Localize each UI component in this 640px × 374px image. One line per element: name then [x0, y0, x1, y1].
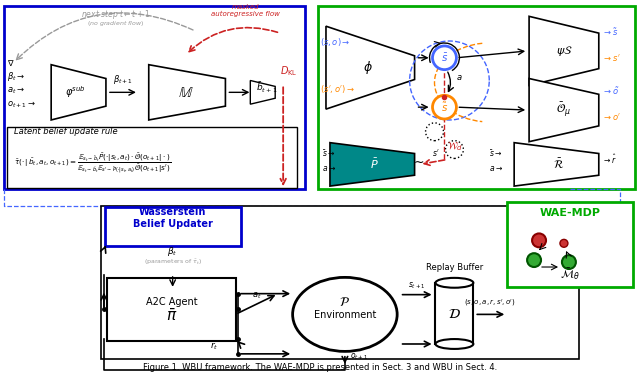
Text: $\mathcal{P}$: $\mathcal{P}$ [339, 295, 350, 309]
Text: $a$: $a$ [456, 73, 463, 83]
Text: Replay Buffer: Replay Buffer [426, 263, 483, 272]
Text: $\mathcal{W}_d$: $\mathcal{W}_d$ [447, 141, 463, 153]
Polygon shape [529, 16, 599, 85]
Text: $\bar{\pi}$: $\bar{\pi}$ [166, 308, 177, 324]
Text: Belief Updater: Belief Updater [132, 218, 212, 229]
Text: $\bar{s}$: $\bar{s}$ [441, 52, 448, 64]
Circle shape [426, 123, 444, 141]
Circle shape [433, 46, 456, 70]
Text: $o_{t+1} \rightarrow$: $o_{t+1} \rightarrow$ [8, 99, 36, 110]
Text: $\nabla$: $\nabla$ [8, 59, 15, 68]
Polygon shape [250, 80, 275, 104]
Text: $\bar{s} \rightarrow$: $\bar{s} \rightarrow$ [322, 149, 335, 159]
Text: $\bar{\mathcal{M}}_\theta$: $\bar{\mathcal{M}}_\theta$ [560, 267, 580, 282]
Text: $\bar{P}$: $\bar{P}$ [371, 157, 379, 171]
Text: masked
autoregressive flow: masked autoregressive flow [211, 4, 280, 17]
Text: WAE-MDP: WAE-MDP [540, 208, 600, 218]
Text: A2C Agent: A2C Agent [146, 297, 198, 307]
Text: $\bar{\mathcal{R}}$: $\bar{\mathcal{R}}$ [554, 157, 564, 171]
Text: $\varphi^{sub}$: $\varphi^{sub}$ [65, 85, 86, 100]
Text: $(no\ gradient\ flow)$: $(no\ gradient\ flow)$ [87, 19, 145, 28]
Text: $\bar{b}_{t+1}$: $\bar{b}_{t+1}$ [256, 80, 278, 95]
Circle shape [532, 233, 546, 247]
Circle shape [527, 253, 541, 267]
Text: Environment: Environment [314, 310, 376, 321]
Ellipse shape [435, 278, 474, 288]
Text: $\bar{s} \rightarrow$: $\bar{s} \rightarrow$ [489, 149, 503, 159]
Text: $\rightarrow \tilde{o}$: $\rightarrow \tilde{o}$ [602, 86, 619, 97]
Text: $\beta_t$: $\beta_t$ [168, 245, 178, 258]
Text: Wasserstein: Wasserstein [139, 207, 206, 217]
Circle shape [445, 141, 463, 159]
Text: (parameters of $\bar{\tau}_t$): (parameters of $\bar{\tau}_t$) [143, 258, 202, 267]
Text: Latent belief update rule: Latent belief update rule [14, 127, 118, 136]
Text: $s'$: $s'$ [431, 147, 439, 159]
Polygon shape [51, 65, 106, 120]
Text: $s_{t+1}$: $s_{t+1}$ [408, 281, 426, 291]
Bar [435, 283, 474, 344]
Polygon shape [326, 26, 415, 109]
FancyBboxPatch shape [8, 127, 297, 188]
FancyBboxPatch shape [107, 278, 236, 341]
Text: $\bar{\tau}(\cdot\,|\,\bar{b}_t, a_t, o_{t+1}) = \dfrac{\mathbb{E}_{s_t \sim \ba: $\bar{\tau}(\cdot\,|\,\bar{b}_t, a_t, o_… [14, 151, 172, 175]
Text: $D_{\rm KL}$: $D_{\rm KL}$ [280, 65, 298, 79]
Text: $\sim$: $\sim$ [411, 155, 424, 168]
Text: $a \rightarrow$: $a \rightarrow$ [322, 164, 336, 173]
Circle shape [562, 255, 576, 269]
Text: $\mathcal{D}$: $\mathcal{D}$ [448, 307, 461, 321]
Polygon shape [529, 79, 599, 142]
Circle shape [433, 95, 456, 119]
Text: $o_{t+1}$: $o_{t+1}$ [350, 352, 368, 362]
Text: $a_t \rightarrow$: $a_t \rightarrow$ [8, 85, 26, 96]
Text: $a_t$: $a_t$ [252, 291, 262, 301]
FancyBboxPatch shape [101, 206, 579, 359]
Polygon shape [148, 65, 225, 120]
Text: $\bar{\mathcal{O}}_\mu$: $\bar{\mathcal{O}}_\mu$ [557, 101, 572, 119]
Text: $(s,o,a,r,s^\prime,o^\prime)$: $(s,o,a,r,s^\prime,o^\prime)$ [465, 298, 516, 309]
Polygon shape [330, 142, 415, 186]
Text: $\rightarrow o^\prime$: $\rightarrow o^\prime$ [602, 111, 621, 122]
Text: $\rightarrow \tilde{s}$: $\rightarrow \tilde{s}$ [602, 27, 618, 38]
Polygon shape [514, 142, 599, 186]
Text: $\beta_t \rightarrow$: $\beta_t \rightarrow$ [8, 70, 26, 83]
FancyBboxPatch shape [507, 202, 632, 287]
Circle shape [560, 239, 568, 247]
FancyBboxPatch shape [4, 6, 305, 189]
Text: $\phi$: $\phi$ [363, 59, 372, 76]
Text: $(s,o) \rightarrow$: $(s,o) \rightarrow$ [320, 36, 351, 48]
Text: $next\ step\ t \leftarrow t+1$: $next\ step\ t \leftarrow t+1$ [81, 8, 150, 21]
Ellipse shape [435, 339, 474, 349]
Text: $\rightarrow s^\prime$: $\rightarrow s^\prime$ [602, 52, 620, 63]
Text: $\rightarrow \hat{r}$: $\rightarrow \hat{r}$ [602, 153, 617, 166]
Text: $a \rightarrow$: $a \rightarrow$ [489, 164, 504, 173]
Text: Figure 1. WBU framework. The WAE-MDP is presented in Sect. 3 and WBU in Sect. 4.: Figure 1. WBU framework. The WAE-MDP is … [143, 363, 497, 372]
FancyBboxPatch shape [105, 207, 241, 246]
Text: $(s',o') \rightarrow$: $(s',o') \rightarrow$ [320, 83, 355, 95]
Text: $\psi\mathcal{S}$: $\psi\mathcal{S}$ [556, 44, 572, 58]
Text: $\beta_{t+1}$: $\beta_{t+1}$ [113, 73, 133, 86]
FancyBboxPatch shape [318, 6, 635, 189]
Text: $r_t$: $r_t$ [211, 341, 219, 352]
Text: $\mathbb{M}$: $\mathbb{M}$ [178, 85, 193, 100]
Ellipse shape [292, 278, 397, 352]
Text: $\tilde{s}$: $\tilde{s}$ [441, 101, 448, 114]
